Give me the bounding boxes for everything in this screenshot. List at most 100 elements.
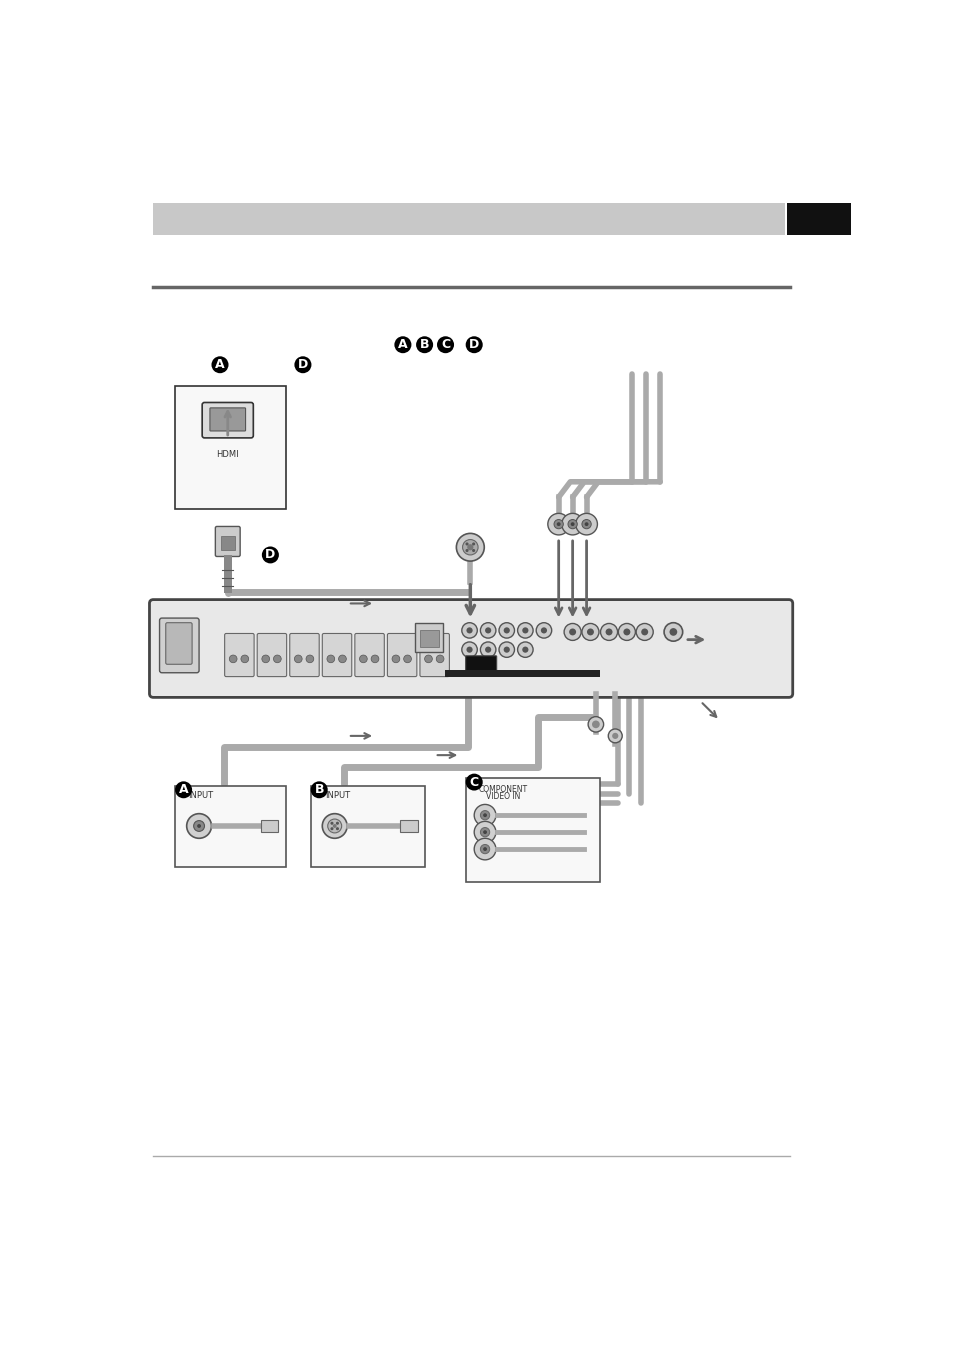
Circle shape xyxy=(636,623,653,641)
FancyBboxPatch shape xyxy=(419,634,449,676)
Text: A: A xyxy=(215,358,225,372)
FancyBboxPatch shape xyxy=(215,526,240,557)
Circle shape xyxy=(480,845,489,853)
Circle shape xyxy=(480,811,489,819)
Circle shape xyxy=(554,519,562,529)
Text: C: C xyxy=(440,338,450,352)
Circle shape xyxy=(605,629,612,635)
Circle shape xyxy=(327,654,335,662)
Circle shape xyxy=(466,646,472,653)
Circle shape xyxy=(359,654,367,662)
Circle shape xyxy=(472,549,475,552)
Circle shape xyxy=(274,654,281,662)
Circle shape xyxy=(261,654,270,662)
Circle shape xyxy=(498,623,514,638)
Bar xyxy=(466,779,599,883)
Circle shape xyxy=(465,773,482,791)
Circle shape xyxy=(586,629,594,635)
Circle shape xyxy=(212,357,229,373)
Circle shape xyxy=(584,522,588,526)
FancyBboxPatch shape xyxy=(387,634,416,676)
Circle shape xyxy=(618,623,635,641)
FancyBboxPatch shape xyxy=(322,634,352,676)
Circle shape xyxy=(338,654,346,662)
Circle shape xyxy=(622,629,630,635)
Circle shape xyxy=(599,623,617,641)
Text: INPUT: INPUT xyxy=(188,791,213,799)
FancyBboxPatch shape xyxy=(257,634,286,676)
Circle shape xyxy=(465,542,468,545)
Circle shape xyxy=(465,549,468,552)
Circle shape xyxy=(503,627,509,634)
Circle shape xyxy=(480,642,496,657)
Circle shape xyxy=(335,822,338,825)
Circle shape xyxy=(197,825,201,827)
Circle shape xyxy=(575,514,597,535)
Circle shape xyxy=(333,825,336,827)
Circle shape xyxy=(467,544,473,550)
Circle shape xyxy=(261,546,278,564)
Circle shape xyxy=(536,623,551,638)
Circle shape xyxy=(465,337,482,353)
FancyBboxPatch shape xyxy=(224,634,253,676)
Circle shape xyxy=(456,534,484,561)
Text: B: B xyxy=(419,338,429,352)
Circle shape xyxy=(557,522,560,526)
Bar xyxy=(174,786,286,867)
Circle shape xyxy=(561,514,583,535)
Circle shape xyxy=(484,627,491,634)
Circle shape xyxy=(484,646,491,653)
FancyBboxPatch shape xyxy=(290,634,319,676)
Text: A: A xyxy=(178,783,188,796)
Circle shape xyxy=(521,646,528,653)
Circle shape xyxy=(570,522,574,526)
Circle shape xyxy=(480,827,489,837)
Text: D: D xyxy=(297,358,308,372)
Circle shape xyxy=(474,838,496,860)
Bar xyxy=(786,203,850,235)
Bar xyxy=(153,203,784,235)
Circle shape xyxy=(581,519,591,529)
Circle shape xyxy=(563,623,580,641)
Text: VIDEO IN: VIDEO IN xyxy=(485,792,519,802)
Circle shape xyxy=(436,654,443,662)
Text: B: B xyxy=(314,783,324,796)
Circle shape xyxy=(587,717,603,731)
Circle shape xyxy=(193,821,204,831)
FancyBboxPatch shape xyxy=(465,656,497,671)
Circle shape xyxy=(669,629,677,635)
Circle shape xyxy=(335,827,338,830)
Circle shape xyxy=(567,519,577,529)
Bar xyxy=(444,671,599,676)
Circle shape xyxy=(521,627,528,634)
FancyBboxPatch shape xyxy=(210,408,245,431)
Text: D: D xyxy=(469,338,478,352)
Circle shape xyxy=(592,721,599,729)
FancyBboxPatch shape xyxy=(166,623,192,664)
Bar xyxy=(399,819,418,831)
Circle shape xyxy=(294,654,302,662)
FancyBboxPatch shape xyxy=(355,634,384,676)
Bar xyxy=(220,537,234,550)
Circle shape xyxy=(403,654,411,662)
FancyBboxPatch shape xyxy=(150,599,792,698)
Circle shape xyxy=(640,629,647,635)
Circle shape xyxy=(461,642,476,657)
FancyBboxPatch shape xyxy=(202,403,253,438)
Circle shape xyxy=(517,623,533,638)
Circle shape xyxy=(612,733,618,740)
Circle shape xyxy=(474,822,496,842)
Circle shape xyxy=(229,654,236,662)
Text: COMPONENT: COMPONENT xyxy=(477,784,527,794)
Circle shape xyxy=(311,781,328,798)
Circle shape xyxy=(581,623,598,641)
Circle shape xyxy=(503,646,509,653)
Circle shape xyxy=(436,337,454,353)
Circle shape xyxy=(540,627,546,634)
Bar xyxy=(224,554,232,594)
Circle shape xyxy=(416,337,433,353)
Circle shape xyxy=(482,830,486,834)
Circle shape xyxy=(482,848,486,850)
Circle shape xyxy=(663,623,682,641)
Circle shape xyxy=(394,337,411,353)
